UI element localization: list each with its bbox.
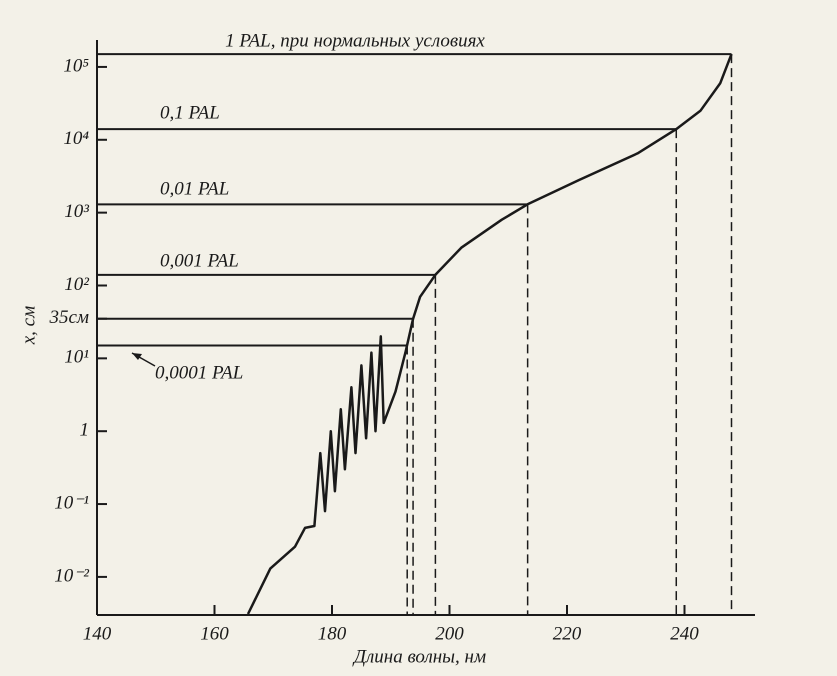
x-axis-label: Длина волны, нм <box>352 646 486 667</box>
x-tick-label: 180 <box>318 623 347 644</box>
x-tick-label: 240 <box>670 623 699 644</box>
y-tick-label: 1 <box>80 420 90 441</box>
y-tick-label: 10³ <box>64 201 89 222</box>
y-axis-label: x, см <box>18 306 39 346</box>
x-tick-label: 200 <box>435 623 464 644</box>
level-label: 0,01 PAL <box>160 178 229 199</box>
arrow-head <box>132 353 142 360</box>
curve <box>246 53 733 615</box>
y-tick-label: 10⁻² <box>54 565 89 586</box>
y-tick-label: 10⁵ <box>63 55 89 76</box>
y-tick-label: 35см <box>48 307 89 328</box>
level-label: 0,001 PAL <box>160 250 239 271</box>
x-tick-label: 220 <box>553 623 582 644</box>
x-tick-label: 140 <box>83 623 112 644</box>
y-tick-label: 10⁻¹ <box>54 492 89 513</box>
y-tick-label: 10² <box>64 274 89 295</box>
level-label: 1 PAL, при нормальных условиях <box>225 30 485 51</box>
level-label: 0,0001 PAL <box>155 362 243 383</box>
level-label: 0,1 PAL <box>160 102 220 123</box>
y-tick-label: 10¹ <box>64 347 89 368</box>
y-tick-label: 10⁴ <box>63 128 89 149</box>
x-tick-label: 160 <box>200 623 229 644</box>
